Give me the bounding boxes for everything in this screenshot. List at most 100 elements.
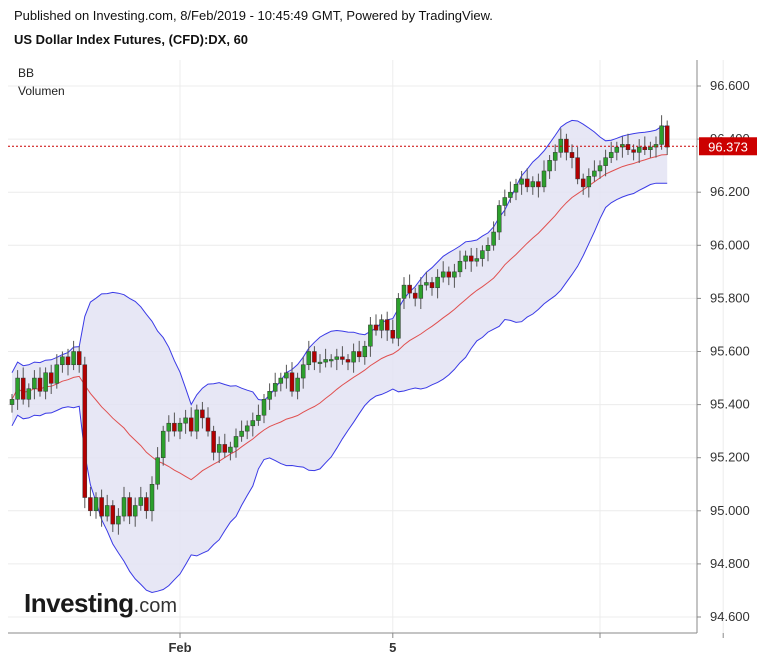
candle-body <box>536 181 541 188</box>
candles <box>9 115 670 535</box>
candle-body <box>659 125 664 145</box>
candle <box>183 409 188 434</box>
candle-body <box>317 361 323 364</box>
candle-body <box>172 422 177 432</box>
candle-body <box>524 178 530 188</box>
candle-body <box>121 497 127 517</box>
candle-body <box>323 359 328 363</box>
candle <box>132 497 138 527</box>
y-tick-label: 96.200 <box>710 184 750 199</box>
candle-body <box>440 271 446 278</box>
candle-body <box>32 377 37 389</box>
candle-body <box>653 144 659 148</box>
candle <box>356 340 362 363</box>
candle-body <box>636 146 642 153</box>
candle <box>222 433 228 458</box>
candle-body <box>9 399 15 405</box>
indicator-bb-label[interactable]: BB <box>18 66 35 80</box>
candle-body <box>239 430 244 437</box>
candle-body <box>48 372 54 384</box>
candle <box>300 356 306 389</box>
candle <box>608 141 614 163</box>
candle <box>82 356 88 509</box>
candle-body <box>188 417 194 432</box>
candle <box>32 370 37 400</box>
candle-body <box>384 319 390 331</box>
candle <box>20 367 26 405</box>
candle-body <box>631 149 636 153</box>
candle-body <box>429 282 435 289</box>
y-tick-label: 95.800 <box>710 290 750 305</box>
x-tick-label: Feb <box>168 640 191 655</box>
candle <box>188 407 194 437</box>
candle <box>155 447 160 490</box>
current-price: 96.373 <box>8 137 757 156</box>
y-tick-label: 94.600 <box>710 609 750 624</box>
candle <box>256 404 261 426</box>
indicator-volume-label[interactable]: Volumen <box>18 84 65 98</box>
candle-body <box>446 271 452 278</box>
candle <box>592 160 597 182</box>
candle <box>524 168 530 193</box>
candle <box>37 367 43 397</box>
candle <box>625 133 631 156</box>
candle <box>664 120 670 156</box>
investing-logo: Investing.com <box>24 588 177 618</box>
candle-body <box>362 345 368 358</box>
y-tick-label: 95.400 <box>710 397 750 412</box>
candle <box>278 372 284 392</box>
candle <box>401 277 407 310</box>
candle-body <box>20 377 26 400</box>
candle-body <box>485 245 491 251</box>
candle <box>93 492 99 519</box>
candle-body <box>452 271 457 278</box>
x-tick-label: 5 <box>389 640 396 655</box>
candle <box>508 181 513 203</box>
candle-body <box>642 146 648 150</box>
candle-body <box>508 191 513 198</box>
candle <box>513 178 519 201</box>
candle <box>177 417 183 440</box>
candle-body <box>401 284 407 299</box>
basis-line <box>11 154 668 481</box>
candle-body <box>177 422 183 432</box>
candle-body <box>211 430 216 453</box>
candle-body <box>43 372 48 392</box>
price-label-bg <box>699 137 757 156</box>
candle-body <box>37 377 43 392</box>
candle-body <box>664 125 670 148</box>
candle-body <box>463 255 468 262</box>
y-tick-label: 95.000 <box>710 503 750 518</box>
candle <box>653 136 659 158</box>
candle <box>468 247 474 272</box>
candle <box>244 420 250 440</box>
candle <box>104 494 110 522</box>
candle-body <box>88 497 93 512</box>
candle-body <box>200 409 205 419</box>
y-tick-label: 94.800 <box>710 556 750 571</box>
candle <box>216 436 222 464</box>
candle-body <box>233 436 239 448</box>
candle-body <box>614 146 620 153</box>
candle <box>88 486 93 517</box>
candle-body <box>289 372 295 392</box>
candle <box>575 147 580 185</box>
candle-body <box>93 497 99 512</box>
candle <box>452 263 457 288</box>
candle <box>295 372 300 400</box>
candle-body <box>480 250 485 259</box>
candle-body <box>160 430 166 458</box>
candle <box>160 425 166 466</box>
candle <box>317 354 323 373</box>
candle <box>390 319 396 344</box>
candle-body <box>166 422 172 432</box>
candle <box>412 287 418 307</box>
candle <box>116 508 121 535</box>
candle <box>597 160 603 179</box>
y-tick-label: 95.600 <box>710 344 750 359</box>
candle-body <box>149 484 155 512</box>
axes <box>8 60 698 634</box>
candle-body <box>569 152 575 158</box>
candle-body <box>228 446 233 453</box>
